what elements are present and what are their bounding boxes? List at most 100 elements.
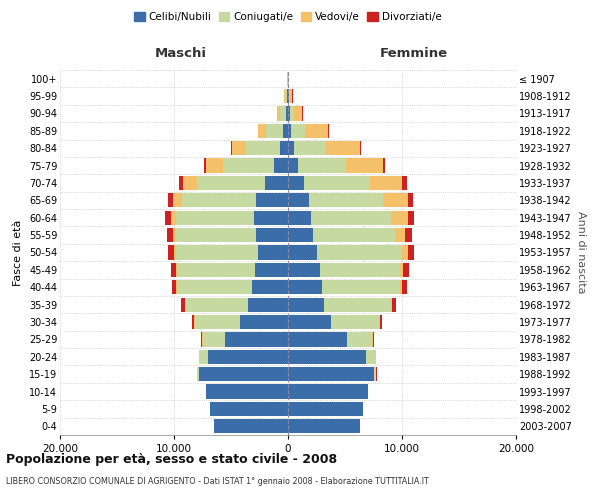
Bar [373, 332, 374, 346]
Bar [391, 210, 408, 225]
Bar [284, 89, 286, 103]
Bar [277, 106, 280, 120]
Bar [223, 158, 274, 172]
Bar [199, 350, 208, 364]
Bar [265, 176, 288, 190]
Bar [194, 315, 240, 329]
Bar [280, 106, 286, 120]
Bar [288, 402, 363, 416]
Bar [254, 210, 288, 225]
Text: Popolazione per età, sesso e stato civile - 2008: Popolazione per età, sesso e stato civil… [6, 452, 337, 466]
Bar [178, 280, 251, 294]
Bar [360, 141, 361, 156]
Bar [373, 367, 376, 382]
Bar [274, 158, 288, 172]
Bar [288, 419, 360, 434]
Bar [256, 193, 288, 208]
Text: Femmine: Femmine [379, 46, 448, 60]
Bar [400, 263, 403, 277]
Bar [380, 315, 382, 329]
Bar [176, 280, 178, 294]
Legend: Celibi/Nubili, Coniugati/e, Vedovi/e, Divorziati/e: Celibi/Nubili, Coniugati/e, Vedovi/e, Di… [130, 8, 446, 26]
Bar [304, 176, 370, 190]
Bar [255, 263, 288, 277]
Bar [298, 158, 346, 172]
Bar [289, 89, 290, 103]
Bar [288, 210, 311, 225]
Bar [167, 228, 173, 242]
Bar [383, 158, 385, 172]
Bar [287, 89, 288, 103]
Bar [197, 176, 265, 190]
Bar [288, 367, 373, 382]
Bar [178, 263, 255, 277]
Bar [288, 193, 308, 208]
Text: LIBERO CONSORZIO COMUNALE DI AGRIGENTO - Dati ISTAT 1° gennaio 2008 - Elaborazio: LIBERO CONSORZIO COMUNALE DI AGRIGENTO -… [6, 478, 429, 486]
Bar [185, 298, 248, 312]
Bar [199, 367, 288, 382]
Bar [317, 246, 402, 260]
Bar [288, 158, 298, 172]
Bar [201, 332, 202, 346]
Bar [259, 124, 266, 138]
Bar [322, 280, 400, 294]
Bar [383, 193, 408, 208]
Bar [232, 141, 246, 156]
Bar [214, 419, 288, 434]
Bar [290, 106, 294, 120]
Bar [251, 280, 288, 294]
Y-axis label: Anni di nascita: Anni di nascita [575, 211, 586, 294]
Bar [400, 280, 402, 294]
Bar [208, 350, 288, 364]
Bar [391, 298, 392, 312]
Bar [173, 193, 182, 208]
Bar [288, 89, 289, 103]
Bar [288, 332, 347, 346]
Bar [259, 246, 288, 260]
Bar [370, 176, 402, 190]
Bar [408, 210, 413, 225]
Bar [197, 367, 199, 382]
Bar [203, 158, 206, 172]
Bar [246, 141, 280, 156]
Bar [288, 350, 365, 364]
Bar [168, 193, 173, 208]
Bar [294, 141, 326, 156]
Bar [288, 246, 317, 260]
Bar [392, 298, 396, 312]
Bar [176, 228, 256, 242]
Bar [320, 263, 400, 277]
Bar [326, 141, 360, 156]
Bar [408, 246, 414, 260]
Bar [231, 141, 232, 156]
Bar [313, 228, 395, 242]
Bar [183, 176, 197, 190]
Bar [280, 141, 288, 156]
Bar [311, 210, 391, 225]
Bar [166, 210, 170, 225]
Bar [170, 263, 176, 277]
Bar [211, 402, 288, 416]
Bar [226, 332, 288, 346]
Bar [346, 158, 383, 172]
Bar [403, 263, 409, 277]
Bar [168, 246, 174, 260]
Bar [170, 210, 176, 225]
Bar [176, 246, 259, 260]
Bar [288, 315, 331, 329]
Bar [288, 384, 368, 398]
Bar [174, 246, 176, 260]
Y-axis label: Fasce di età: Fasce di età [13, 220, 23, 286]
Text: Maschi: Maschi [155, 46, 207, 60]
Bar [308, 193, 383, 208]
Bar [406, 228, 412, 242]
Bar [181, 298, 185, 312]
Bar [206, 384, 288, 398]
Bar [176, 263, 178, 277]
Bar [176, 210, 254, 225]
Bar [206, 158, 223, 172]
Bar [203, 332, 226, 346]
Bar [294, 106, 302, 120]
Bar [172, 280, 176, 294]
Bar [288, 280, 322, 294]
